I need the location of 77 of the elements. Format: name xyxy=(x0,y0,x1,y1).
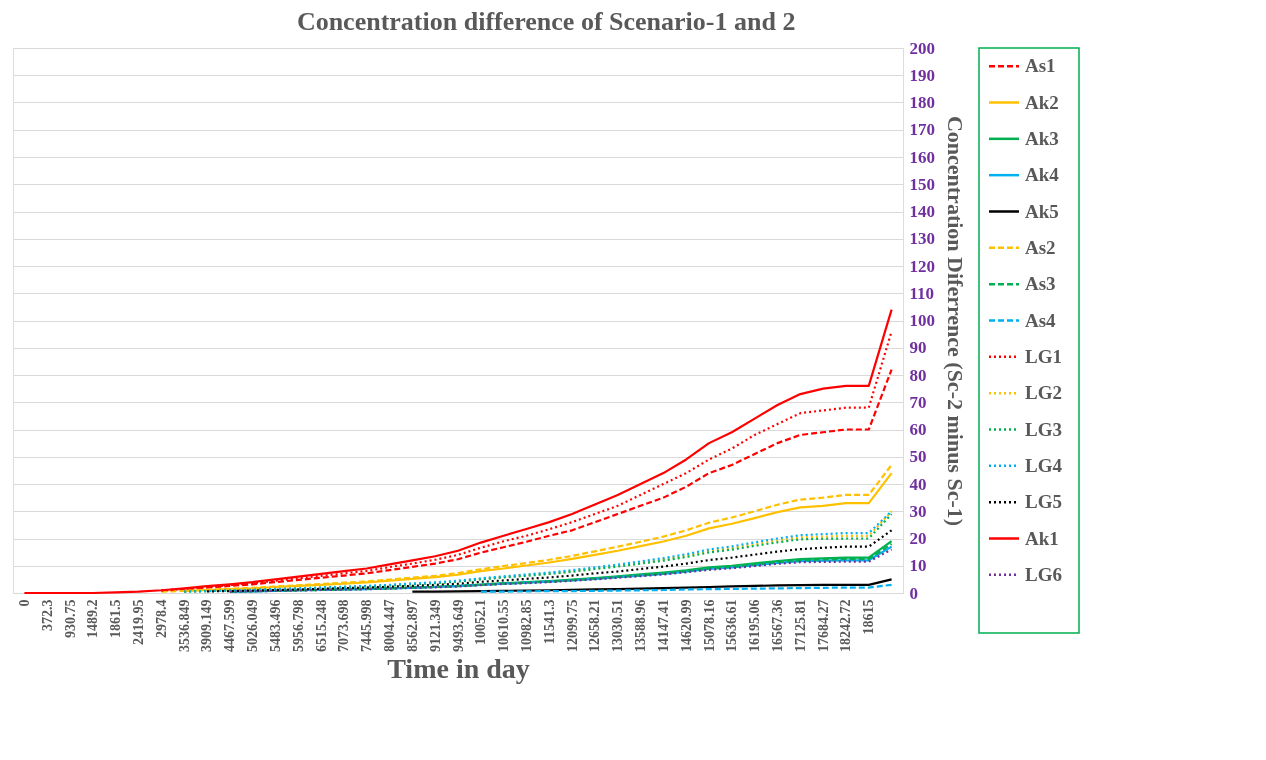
legend-label: LG6 xyxy=(1025,563,1062,585)
y-tick-label: 150 xyxy=(909,174,935,194)
x-tick-label: 18242.72 xyxy=(838,599,854,652)
x-tick-label: 8562.897 xyxy=(404,599,420,652)
y-tick-label: 10 xyxy=(909,556,927,576)
y-tick-label: 0 xyxy=(909,583,918,603)
y-tick-label: 30 xyxy=(909,501,927,521)
x-tick-label: 10052.1 xyxy=(473,599,489,645)
legend-label: As1 xyxy=(1025,55,1056,77)
y-tick-label: 80 xyxy=(909,365,927,385)
x-tick-label: 13030.51 xyxy=(610,599,626,652)
x-tick-label: 17684.27 xyxy=(815,599,831,652)
y-tick-label: 50 xyxy=(909,447,927,467)
y-tick-label: 40 xyxy=(909,474,927,494)
x-tick-label: 14147.41 xyxy=(655,599,671,652)
chart-title: Concentration difference of Scenario-1 and 2 xyxy=(296,6,796,36)
x-tick-label: 372.3 xyxy=(39,599,55,631)
x-tick-label: 15636.61 xyxy=(724,599,740,652)
legend-label: LG1 xyxy=(1025,345,1062,367)
y-tick-label: 180 xyxy=(909,93,935,112)
x-tick-label: 3909.149 xyxy=(199,599,215,652)
x-tick-label: 12658.21 xyxy=(587,599,603,652)
x-tick-label: 5483.496 xyxy=(267,599,283,652)
x-tick-label: 9493.649 xyxy=(450,599,466,652)
legend-label: LG3 xyxy=(1025,418,1062,440)
x-tick-label: 10610.55 xyxy=(496,599,512,652)
x-tick-label: 5956.798 xyxy=(290,599,306,652)
legend-label: As2 xyxy=(1025,236,1056,258)
x-tick-label: 1489.2 xyxy=(85,599,101,638)
x-tick-label: 18615 xyxy=(861,599,877,635)
x-tick-label: 9121.349 xyxy=(427,599,443,652)
legend-label: As3 xyxy=(1025,273,1056,295)
x-tick-label: 10982.85 xyxy=(518,599,534,652)
x-tick-label: 3536.849 xyxy=(176,599,192,652)
x-tick-label: 16567.36 xyxy=(769,599,785,652)
x-tick-label: 2978.4 xyxy=(153,599,169,638)
y-tick-label: 200 xyxy=(909,38,935,58)
x-tick-label: 930.75 xyxy=(62,599,78,638)
y-tick-label: 60 xyxy=(909,420,927,439)
legend-label: LG4 xyxy=(1025,454,1063,476)
x-axis-title: Time in day xyxy=(387,653,530,684)
y-tick-label: 100 xyxy=(909,311,935,330)
y-axis-title: Concentration Diferrence (Sc-2 minus Sc-1) xyxy=(943,115,968,527)
x-tick-label: 1861.5 xyxy=(108,599,124,638)
x-tick-label: 15078.16 xyxy=(701,599,717,652)
x-tick-label: 16195.06 xyxy=(747,599,763,652)
x-tick-label: 11541.3 xyxy=(541,599,557,645)
y-tick-label: 110 xyxy=(909,283,935,303)
x-tick-label: 17125.81 xyxy=(792,599,808,652)
x-tick-label: 14620.99 xyxy=(678,599,694,652)
legend-label: LG5 xyxy=(1025,491,1062,513)
y-tick-label: 120 xyxy=(909,256,935,276)
y-tick-label: 70 xyxy=(909,392,927,412)
x-tick-label: 2419.95 xyxy=(131,599,147,645)
x-tick-label: 0 xyxy=(16,599,32,607)
y-tick-label: 190 xyxy=(909,65,935,85)
legend-label: LG2 xyxy=(1025,382,1062,404)
legend-label: Ak4 xyxy=(1025,164,1060,186)
legend-label: Ak2 xyxy=(1025,91,1059,113)
x-tick-label: 7445.998 xyxy=(359,599,375,652)
legend-label: Ak5 xyxy=(1025,200,1059,222)
legend-label: Ak3 xyxy=(1025,127,1059,149)
x-tick-label: 5026.049 xyxy=(245,599,261,652)
y-tick-label: 140 xyxy=(909,202,935,221)
legend-label: As4 xyxy=(1025,309,1057,331)
legend-label: Ak1 xyxy=(1025,527,1059,549)
y-tick-label: 170 xyxy=(909,120,935,140)
x-tick-label: 13588.96 xyxy=(633,599,649,652)
y-tick-label: 90 xyxy=(909,338,927,358)
x-tick-label: 4467.599 xyxy=(222,599,238,652)
y-tick-label: 20 xyxy=(909,529,927,548)
x-tick-label: 8004.447 xyxy=(382,599,398,652)
x-tick-label: 12099.75 xyxy=(564,599,580,652)
y-tick-label: 130 xyxy=(909,229,935,249)
y-tick-label: 160 xyxy=(909,147,935,167)
x-tick-label: 6515.248 xyxy=(313,599,329,652)
x-tick-label: 7073.698 xyxy=(336,599,352,652)
